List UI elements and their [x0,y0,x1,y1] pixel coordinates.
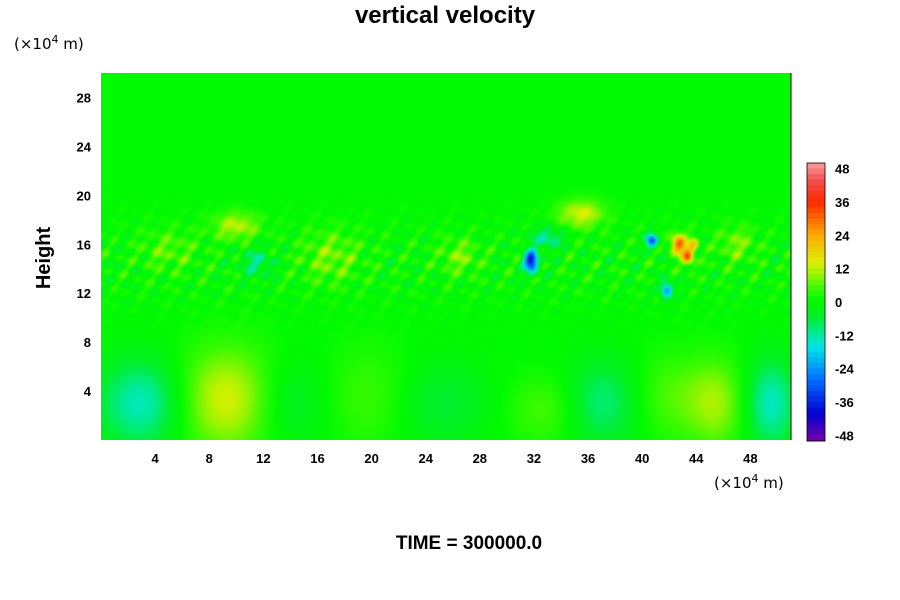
colorbar-tick-label: -24 [835,362,855,377]
y-tick-labels: 4 8 12 16 20 24 28 [77,90,92,399]
colorbar-segment [807,413,825,420]
colorbar-segment [807,207,825,214]
y-tick-label: 4 [84,384,92,399]
colorbar-segment [807,324,825,331]
colorbar-tick-label: 12 [835,262,849,277]
colorbar-segment [807,185,825,192]
x-tick-label: 24 [418,451,433,466]
colorbar-segment [807,302,825,308]
colorbar-segment [807,240,825,247]
colorbar-segment [807,340,825,347]
colorbar-tick-label: -36 [835,395,854,410]
x-tick-label: 32 [527,451,541,466]
colorbar-segment [807,385,825,392]
colorbar-segment [807,418,825,425]
colorbar-tick-label: 24 [835,228,850,243]
colorbar-segment [807,179,825,186]
colorbar-segment [807,190,825,197]
colorbar-segment [807,296,825,303]
x-tick-label: 12 [256,451,270,466]
colorbar-segment [807,229,825,236]
colorbar-segment [807,379,825,386]
colorbar-segment [807,407,825,414]
colorbar-segment [807,279,825,286]
colorbar-segment [807,435,825,442]
heatmap-plot [101,73,792,440]
colorbar-tick-label: 0 [835,295,842,310]
colorbar-segment [807,363,825,370]
y-axis-label: Height [33,227,55,290]
colorbar-segment [807,201,825,208]
colorbar-segment [807,168,825,175]
colorbar-segment [807,374,825,381]
colorbar-segment [807,274,825,281]
x-tick-labels: 4 8 12 16 20 24 28 32 36 40 44 48 [152,451,758,466]
chart-title: vertical velocity [355,2,536,29]
colorbar-segment [807,318,825,325]
colorbar-segment [807,218,825,225]
colorbar-tick-labels: 48 36 24 12 0 -12 -24 -36 -48 [835,162,855,444]
y-tick-label: 8 [84,335,91,350]
x-tick-label: 8 [206,451,213,466]
colorbar-segment [807,313,825,320]
colorbar-segment [807,251,825,258]
x-tick-label: 48 [743,451,757,466]
colorbar-segment [807,213,825,219]
heatmap-field [101,73,791,440]
colorbar-segment [807,396,825,403]
colorbar-segment [807,196,825,203]
colorbar-segment [807,402,825,409]
colorbar-segment [807,390,825,397]
colorbar-segment [807,263,825,270]
colorbar-segment [807,429,825,436]
colorbar-tick-label: -48 [835,428,854,443]
colorbar-segment [807,352,825,358]
colorbar-segment [807,246,825,253]
colorbar-segment [807,268,825,275]
colorbar-segment [807,290,825,297]
x-tick-label: 20 [364,451,378,466]
y-tick-label: 28 [77,90,91,105]
x-tick-label: 44 [689,451,704,466]
colorbar-segment [807,346,825,353]
x-tick-label: 36 [581,451,595,466]
colorbar-segment [807,368,825,375]
colorbar-segment [807,285,825,292]
y-tick-label: 16 [77,237,91,252]
y-tick-label: 20 [77,188,91,203]
colorbar-segment [807,335,825,342]
colorbar-border [806,162,826,442]
x-tick-label: 4 [152,451,160,466]
colorbar-segment [807,357,825,364]
colorbar-tick-label: -12 [835,328,854,343]
time-label: TIME = 300000.0 [396,533,542,554]
colorbar-tick-label: 48 [835,162,849,177]
x-unit-label: (×104 m) [714,472,784,492]
colorbar-segment [807,307,825,314]
y-unit-label: (×104 m) [14,33,84,53]
colorbar [806,162,826,442]
colorbar-segment [807,163,825,169]
colorbar-segment [807,235,825,242]
y-tick-label: 24 [77,139,92,154]
colorbar-segment [807,329,825,336]
colorbar-segment [807,257,825,264]
y-tick-label: 12 [77,286,91,301]
x-tick-label: 40 [635,451,649,466]
x-tick-label: 28 [473,451,487,466]
x-tick-label: 16 [310,451,324,466]
colorbar-tick-label: 36 [835,195,849,210]
colorbar-segment [807,224,825,231]
colorbar-segment [807,424,825,431]
colorbar-segment [807,174,825,181]
